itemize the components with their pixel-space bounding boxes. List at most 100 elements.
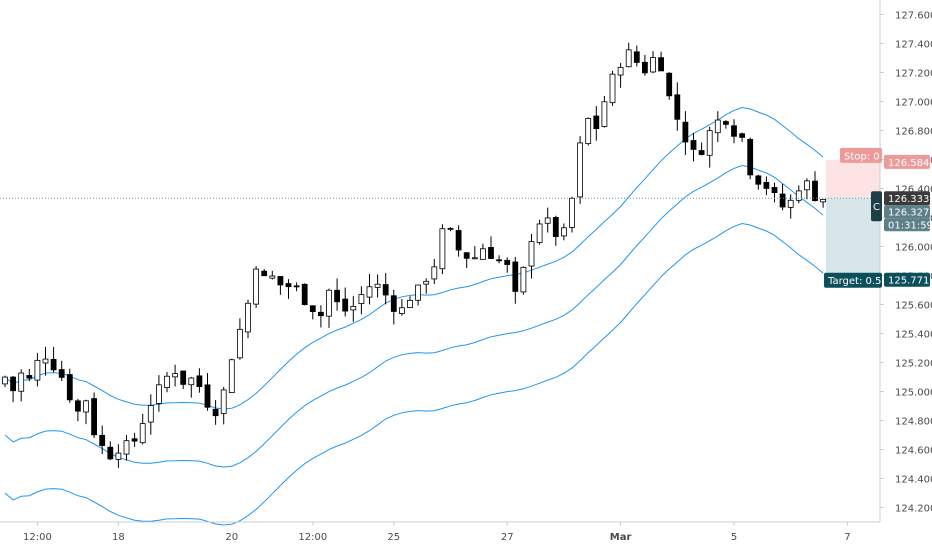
candle xyxy=(471,246,478,260)
candle xyxy=(423,278,430,294)
candle xyxy=(34,353,41,387)
candle xyxy=(180,370,187,390)
candle xyxy=(439,224,446,275)
candle xyxy=(431,259,438,285)
candle xyxy=(277,276,284,295)
candle xyxy=(342,287,349,317)
candle xyxy=(220,386,227,425)
bollinger-bands xyxy=(4,106,824,526)
candle xyxy=(228,358,235,394)
stop-price-badge[interactable]: 126.584 xyxy=(884,154,930,169)
candle xyxy=(188,376,195,398)
stop-zone[interactable] xyxy=(826,159,880,199)
candle xyxy=(350,296,357,322)
candle xyxy=(666,72,673,100)
candle xyxy=(585,117,592,146)
candle xyxy=(99,425,106,455)
candle xyxy=(131,432,138,447)
candle xyxy=(520,266,527,295)
candle xyxy=(293,282,300,292)
target-label[interactable]: Target: 0.5 xyxy=(824,272,882,288)
candle xyxy=(75,398,81,422)
lower-band xyxy=(4,222,824,526)
y-tick-label: 124.800 xyxy=(895,417,932,428)
candle xyxy=(536,219,543,245)
candle xyxy=(795,185,802,204)
candle xyxy=(172,364,179,387)
y-tick-label: 127.000 xyxy=(895,98,932,109)
candle xyxy=(504,257,511,273)
y-tick-label: 125.000 xyxy=(895,388,932,399)
y-tick-label: 124.200 xyxy=(895,504,932,515)
candle xyxy=(326,288,332,328)
candle xyxy=(18,369,25,402)
candle xyxy=(42,346,49,376)
candle xyxy=(269,270,276,280)
candle xyxy=(58,360,65,382)
candle xyxy=(463,251,470,268)
stop-label[interactable]: Stop: 0 xyxy=(840,147,882,163)
y-tick-label: 125.400 xyxy=(895,330,932,341)
countdown-badge[interactable]: 01:31:59 xyxy=(884,218,932,232)
x-tick-label: 7 xyxy=(844,532,850,543)
svg-text:126.584: 126.584 xyxy=(888,158,929,169)
x-tick-label: 18 xyxy=(112,532,125,543)
x-tick-label: 5 xyxy=(731,532,737,543)
target-price-badge[interactable]: 125.771 xyxy=(884,272,930,287)
x-axis[interactable]: 12:00 18 20 12:00 25 27 Mar 5 7 xyxy=(0,521,880,543)
candle xyxy=(739,132,745,142)
candle xyxy=(147,394,154,435)
candle xyxy=(625,42,632,68)
x-tick-label: 25 xyxy=(387,532,400,543)
candle xyxy=(10,376,17,403)
candle xyxy=(747,137,754,180)
candle xyxy=(561,223,567,241)
candle xyxy=(164,372,170,393)
candle xyxy=(212,400,219,425)
candle xyxy=(617,62,624,88)
price-badges: Stop: 0 Target: 0.5 126.584 126.333 126.327 0… xyxy=(824,147,932,288)
candle xyxy=(609,70,616,106)
y-tick-label: 126.000 xyxy=(895,243,932,254)
candle xyxy=(804,178,810,200)
candle xyxy=(658,51,664,72)
candle xyxy=(593,106,600,141)
candle xyxy=(544,207,551,233)
candle xyxy=(674,82,681,131)
candle xyxy=(66,368,73,403)
y-tick-label: 124.600 xyxy=(895,446,932,457)
svg-text:C: C xyxy=(873,202,880,213)
candle xyxy=(334,278,341,311)
secondary-price-badge[interactable]: 126.327 xyxy=(884,205,930,219)
candle xyxy=(317,305,324,328)
y-axis[interactable]: 127.600127.400127.200127.000126.800126.6… xyxy=(879,0,932,522)
y-tick-label: 126.400 xyxy=(895,185,932,196)
candle xyxy=(2,375,8,388)
candle xyxy=(447,227,454,232)
candle xyxy=(366,274,373,305)
candle xyxy=(682,111,689,155)
current-marker[interactable]: C xyxy=(871,191,882,222)
candle xyxy=(755,174,762,190)
candle xyxy=(204,373,211,411)
candle xyxy=(398,298,405,316)
candle xyxy=(552,215,559,246)
candle xyxy=(731,119,737,144)
svg-text:125.771: 125.771 xyxy=(888,276,929,287)
candle xyxy=(253,266,260,308)
candle xyxy=(115,444,122,468)
y-tick-label: 127.600 xyxy=(895,11,932,22)
candle xyxy=(83,399,89,425)
y-tick-label: 127.400 xyxy=(895,40,932,51)
candle xyxy=(706,126,713,168)
candle xyxy=(155,375,162,412)
x-tick-label: 27 xyxy=(501,532,514,543)
candle xyxy=(690,133,697,162)
candle xyxy=(390,289,397,325)
candle xyxy=(820,199,826,208)
current-price-badge[interactable]: 126.333 xyxy=(884,191,930,206)
middle-band xyxy=(4,164,824,468)
candle xyxy=(107,441,114,461)
